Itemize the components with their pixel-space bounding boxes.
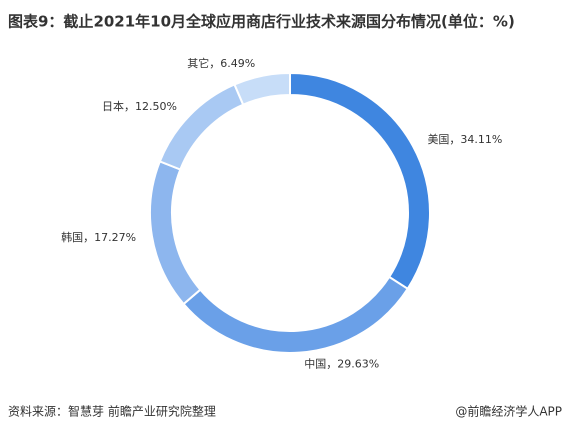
donut-segment bbox=[289, 71, 431, 291]
data-label: 韩国，17.27% bbox=[61, 230, 136, 244]
donut-segment bbox=[233, 71, 291, 106]
data-label: 其它，6.49% bbox=[187, 56, 255, 70]
chart-title: 图表9：截止2021年10月全球应用商店行业技术来源国分布情况(单位：%) bbox=[8, 13, 515, 31]
data-label: 日本，12.50% bbox=[102, 99, 177, 113]
donut-segment bbox=[158, 83, 245, 171]
donut-segment bbox=[182, 275, 410, 354]
data-label: 美国，34.11% bbox=[427, 133, 502, 146]
credit: @前瞻经济学人APP bbox=[455, 404, 562, 419]
donut-segment bbox=[149, 160, 202, 306]
source: 资料来源：智慧芽 前瞻产业研究院整理 bbox=[8, 404, 216, 419]
data-label: 中国，29.63% bbox=[304, 358, 379, 371]
